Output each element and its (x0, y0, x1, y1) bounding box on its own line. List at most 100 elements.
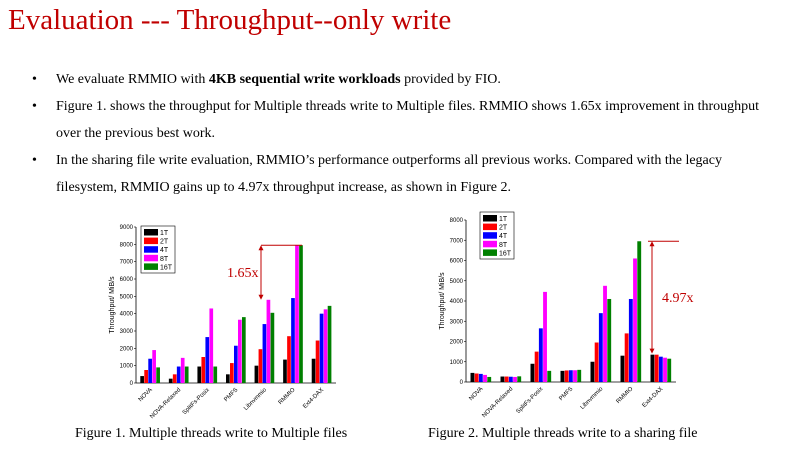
bar-8T (238, 319, 242, 383)
x-category-label: SplitFs-Posix (515, 386, 544, 415)
bar-8T (152, 350, 156, 383)
bar-1T (197, 366, 202, 383)
legend-label: 2T (499, 225, 508, 232)
bar-2T (624, 333, 629, 382)
bar-8T (323, 309, 328, 383)
bullet-item: • Figure 1. shows the throughput for Mul… (30, 93, 780, 147)
y-tick-label: 5000 (450, 279, 464, 285)
bar-4T (598, 313, 603, 382)
bar-2T (534, 351, 539, 383)
legend-label: 2T (160, 239, 169, 246)
bar-8T (543, 291, 547, 382)
bar-4T (319, 313, 324, 383)
bar-2T (258, 349, 263, 383)
bar-8T (633, 258, 637, 382)
bar-16T (242, 317, 246, 383)
legend-label: 8T (160, 256, 169, 263)
bar-8T (663, 357, 667, 382)
bar-16T (213, 366, 218, 383)
bar-16T (517, 376, 522, 382)
y-tick-label: 2000 (120, 346, 134, 352)
bullet-list: • We evaluate RMMIO with 4KB sequential … (30, 66, 780, 201)
bar-1T (530, 363, 535, 382)
bar-4T (538, 328, 543, 382)
x-category-label: Libnvmmio (580, 386, 605, 411)
bar-16T (667, 358, 672, 382)
x-category-label: Ext4-DAX (642, 386, 665, 409)
legend-label: 16T (499, 250, 512, 257)
bar-8T (603, 285, 607, 382)
legend-label: 4T (499, 233, 508, 240)
y-tick-label: 3000 (120, 329, 134, 335)
figure2-caption: Figure 2. Multiple threads write to a sh… (428, 426, 698, 441)
bar-4T (478, 373, 483, 382)
legend-label: 16T (160, 264, 173, 271)
figure1-caption: Figure 1. Multiple threads write to Mult… (75, 426, 348, 441)
annotation-arrowhead-up (649, 241, 655, 247)
bar-16T (637, 241, 642, 382)
x-category-label: RMMIO (616, 386, 635, 405)
y-tick-label: 4000 (120, 312, 134, 318)
bar-1T (311, 358, 316, 383)
annotation-label: 1.65x (227, 266, 259, 281)
legend-swatch-4T (144, 246, 158, 253)
legend-swatch-2T (144, 237, 158, 245)
bar-4T (291, 298, 295, 383)
y-tick-label: 2000 (450, 340, 464, 346)
x-category-label: NOVA-Relaxed (481, 386, 514, 419)
y-tick-label: 0 (130, 381, 134, 387)
bullet-text: We evaluate RMMIO with (56, 72, 209, 87)
bar-8T (513, 376, 517, 382)
y-tick-label: 4000 (450, 299, 464, 305)
bar-2T (594, 342, 599, 382)
slide-title: Evaluation --- Throughput--only write (8, 4, 452, 36)
bar-1T (590, 361, 595, 382)
bar-16T (327, 305, 332, 383)
bar-8T (209, 308, 214, 383)
bar-16T (299, 245, 303, 383)
bar-1T (650, 354, 655, 382)
y-tick-label: 0 (460, 380, 464, 386)
bullet-text: provided by FIO. (400, 72, 501, 87)
bar-2T (144, 370, 148, 383)
annotation-arrowhead-down (649, 348, 655, 354)
bullet-text: In the sharing file write evaluation, RM… (56, 153, 722, 195)
y-tick-label: 6000 (450, 259, 464, 265)
bar-1T (168, 378, 173, 383)
legend-swatch-8T (483, 240, 497, 248)
x-category-label: NOVA (468, 386, 484, 402)
bullet-item: • In the sharing file write evaluation, … (30, 147, 780, 201)
bar-4T (568, 370, 573, 382)
bar-1T (254, 365, 259, 383)
bar-1T (500, 376, 505, 382)
y-tick-label: 1000 (450, 360, 464, 366)
legend-swatch-8T (144, 254, 158, 262)
bar-1T (470, 372, 475, 382)
legend-swatch-4T (483, 232, 497, 239)
bar-16T (156, 367, 160, 383)
legend-label: 1T (499, 216, 508, 223)
legend-swatch-2T (483, 223, 497, 231)
y-tick-label: 7000 (120, 260, 134, 266)
legend-swatch-16T (144, 263, 158, 270)
bullet-marker: • (32, 99, 37, 114)
legend-swatch-1T (144, 229, 158, 236)
bar-16T (547, 370, 552, 382)
bar-4T (148, 358, 152, 383)
bullet-item: • We evaluate RMMIO with 4KB sequential … (30, 66, 780, 93)
bar-1T (226, 374, 230, 383)
y-tick-label: 8000 (120, 242, 134, 248)
bar-2T (287, 336, 291, 383)
bar-4T (508, 376, 513, 382)
y-tick-label: 7000 (450, 238, 464, 244)
bar-16T (487, 376, 492, 382)
bar-8T (483, 374, 487, 382)
bar-16T (607, 298, 612, 382)
annotation-arrowhead-down (258, 294, 264, 300)
bar-8T (295, 245, 299, 383)
bullet-marker: • (32, 72, 37, 87)
legend-label: 4T (160, 247, 169, 254)
annotation-arrowhead-up (258, 245, 264, 251)
y-tick-label: 3000 (450, 319, 464, 325)
